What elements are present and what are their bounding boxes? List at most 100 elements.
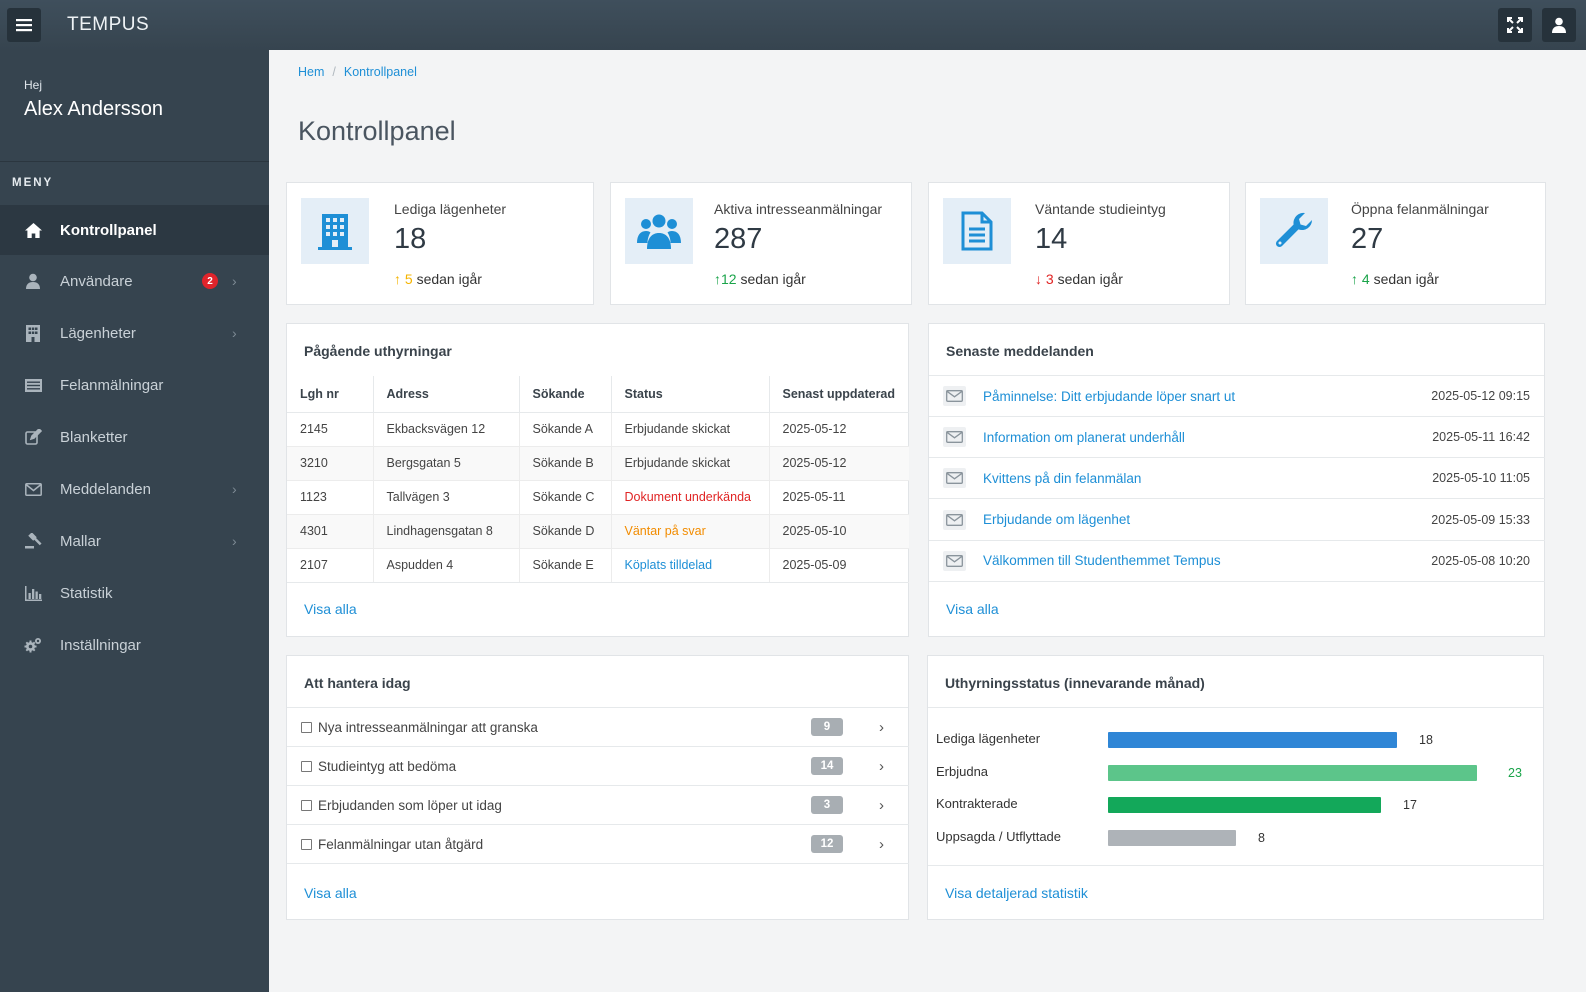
table-row[interactable]: 2145 Ekbacksvägen 12 Sökande A Erbjudande s… bbox=[287, 412, 909, 447]
sidebar-item-mallar[interactable]: Mallar › bbox=[0, 515, 269, 567]
app-brand[interactable]: TEMPUS bbox=[67, 14, 150, 35]
todo-row[interactable]: Nya intresseanmälningar att granska 9 › bbox=[287, 708, 909, 747]
table-row[interactable]: 2107 Aspudden 4 Sökande E Köplats tilldelad… bbox=[287, 548, 909, 583]
sidebar-item-felanmalningar[interactable]: Felanmälningar bbox=[0, 359, 269, 411]
chevron-right-icon: › bbox=[232, 325, 237, 341]
todo-row[interactable]: Studieintyg att bedöma 14 › bbox=[287, 747, 909, 786]
message-row[interactable]: Information om planerat underhåll 2025-05… bbox=[929, 417, 1545, 459]
building-icon bbox=[24, 324, 42, 342]
stat-label: Aktiva intresseanmälningar bbox=[714, 201, 883, 217]
envelope-icon bbox=[943, 427, 966, 448]
stat-card-lediga[interactable]: Lediga lägenheter 18 ↑ 5 sedan igår bbox=[286, 182, 594, 305]
user-icon bbox=[1552, 17, 1566, 33]
divider bbox=[287, 707, 908, 708]
envelope-icon bbox=[24, 480, 42, 498]
trend-value: 4 bbox=[1361, 271, 1370, 287]
wrench-icon bbox=[1260, 198, 1328, 264]
chevron-right-icon: › bbox=[232, 481, 237, 497]
sidebar-item-statistik[interactable]: Statistik bbox=[0, 567, 269, 619]
table-cell-applicant: Sökande B bbox=[519, 446, 612, 481]
chevron-right-icon: › bbox=[232, 533, 237, 549]
table-cell-status: Dokument underkända bbox=[611, 480, 770, 515]
todo-text: Felanmälningar utan åtgärd bbox=[318, 836, 484, 852]
sidebar-item-blanketter[interactable]: Blanketter bbox=[0, 411, 269, 463]
divider bbox=[287, 582, 908, 583]
fullscreen-button[interactable] bbox=[1498, 8, 1532, 42]
message-row[interactable]: Välkommen till Studenthemmet Tempus 2025-… bbox=[929, 541, 1545, 582]
menu-toggle-button[interactable] bbox=[7, 8, 41, 42]
table-cell-applicant: Sökande A bbox=[519, 412, 612, 447]
chart-value-label: 17 bbox=[1403, 798, 1417, 812]
message-subject-link[interactable]: Information om planerat underhåll bbox=[983, 429, 1185, 445]
message-subject-link[interactable]: Välkommen till Studenthemmet Tempus bbox=[983, 553, 1221, 569]
message-subject-link[interactable]: Kvittens på din felanmälan bbox=[983, 470, 1142, 486]
chevron-right-icon[interactable]: › bbox=[879, 757, 884, 775]
sidebar-item-kontrollpanel[interactable]: Kontrollpanel bbox=[0, 205, 269, 255]
stat-card-felanmalningar[interactable]: Öppna felanmälningar 27 ↑ 4 sedan igår bbox=[1245, 182, 1546, 305]
stat-card-intresseanmalningar[interactable]: Aktiva intresseanmälningar 287 ↑12 sedan… bbox=[610, 182, 912, 305]
message-row[interactable]: Påminnelse: Ditt erbjudande löper snart … bbox=[929, 376, 1545, 417]
message-date: 2025-05-08 10:20 bbox=[1431, 553, 1530, 568]
message-date: 2025-05-11 16:42 bbox=[1432, 430, 1530, 445]
table-row[interactable]: 1123 Tallvägen 3 Sökande C Dokument underkä… bbox=[287, 480, 909, 515]
sidebar-item-label: Kontrollpanel bbox=[60, 221, 157, 239]
todo-checkbox[interactable] bbox=[301, 760, 312, 772]
todo-row[interactable]: Felanmälningar utan åtgärd 12 › bbox=[287, 825, 909, 864]
stat-trend: ↑12 sedan igår bbox=[714, 271, 806, 287]
column-header[interactable]: Adress bbox=[373, 376, 520, 413]
envelope-icon bbox=[943, 509, 966, 530]
stat-label: Lediga lägenheter bbox=[394, 201, 507, 217]
chevron-right-icon: › bbox=[232, 273, 237, 289]
sidebar-item-meddelanden[interactable]: Meddelanden › bbox=[0, 463, 269, 515]
message-subject-link[interactable]: Påminnelse: Ditt erbjudande löper snart … bbox=[983, 388, 1236, 404]
sidebar-item-installningar[interactable]: Inställningar bbox=[0, 619, 269, 671]
todo-checkbox[interactable] bbox=[301, 838, 312, 850]
view-detailed-statistics-link[interactable]: Visa detaljerad statistik bbox=[945, 885, 1088, 901]
table-cell-applicant: Sökande E bbox=[519, 548, 612, 583]
divider bbox=[928, 707, 1543, 708]
breadcrumb-home[interactable]: Hem bbox=[298, 65, 325, 79]
document-icon bbox=[943, 198, 1011, 264]
stat-value: 14 bbox=[1035, 223, 1068, 255]
table-cell-updated: 2025-05-12 bbox=[769, 412, 909, 447]
view-all-messages-link[interactable]: Visa alla bbox=[946, 601, 999, 617]
greeting-text: Hej bbox=[24, 78, 43, 92]
sidebar-item-label: Användare bbox=[60, 272, 133, 290]
chart-category-label: Lediga lägenheter bbox=[936, 731, 1041, 746]
sidebar-item-lagenheter[interactable]: Lägenheter › bbox=[0, 307, 269, 359]
todo-checkbox[interactable] bbox=[301, 721, 312, 733]
todo-text: Nya intresseanmälningar att granska bbox=[318, 719, 538, 735]
stat-label: Öppna felanmälningar bbox=[1351, 201, 1489, 217]
chevron-right-icon[interactable]: › bbox=[879, 835, 884, 853]
breadcrumb-current[interactable]: Kontrollpanel bbox=[343, 65, 417, 79]
chart-value-label: 8 bbox=[1258, 830, 1265, 845]
messages-panel: Senaste meddelanden Påminnelse: Ditt erb… bbox=[928, 323, 1545, 637]
message-subject-link[interactable]: Erbjudande om lägenhet bbox=[983, 512, 1131, 528]
hamburger-icon bbox=[16, 19, 32, 32]
chart-bar bbox=[1108, 829, 1236, 846]
stat-card-studieintyg[interactable]: Väntande studieintyg 14 ↓ 3 sedan igår bbox=[928, 182, 1230, 305]
sidebar-item-anvandare[interactable]: Användare 2 › bbox=[0, 255, 269, 307]
table-row[interactable]: 3210 Bergsgatan 5 Sökande B Erbjudande skic… bbox=[287, 446, 909, 481]
breadcrumb: Hem / Kontrollpanel bbox=[298, 65, 417, 79]
trend-value: 5 bbox=[404, 271, 413, 287]
todo-count-badge: 12 bbox=[811, 835, 843, 853]
message-row[interactable]: Erbjudande om lägenhet 2025-05-09 15:33 bbox=[929, 500, 1545, 541]
todo-row[interactable]: Erbjudanden som löper ut idag 3 › bbox=[287, 786, 909, 825]
column-header[interactable]: Senast uppdaterad bbox=[769, 376, 909, 413]
column-header[interactable]: Status bbox=[611, 376, 770, 413]
rentals-panel: Pågående uthyrningar Lgh nr Adress Sökan… bbox=[286, 323, 909, 637]
column-header[interactable]: Sökande bbox=[519, 376, 612, 413]
table-cell-status: Erbjudande skickat bbox=[611, 446, 770, 481]
message-row[interactable]: Kvittens på din felanmälan 2025-05-10 11:… bbox=[929, 458, 1545, 500]
table-row[interactable]: 4301 Lindhagensgatan 8 Sökande D Väntar på … bbox=[287, 514, 909, 549]
sidebar-item-label: Meddelanden bbox=[60, 480, 151, 498]
chevron-right-icon[interactable]: › bbox=[879, 718, 884, 736]
column-header[interactable]: Lgh nr bbox=[287, 376, 374, 413]
view-all-todo-link[interactable]: Visa alla bbox=[304, 885, 357, 901]
todo-checkbox[interactable] bbox=[301, 799, 312, 811]
chart-category-label: Uppsagda / Utflyttade bbox=[936, 828, 1062, 844]
chevron-right-icon[interactable]: › bbox=[879, 796, 884, 814]
view-all-rentals-link[interactable]: Visa alla bbox=[304, 601, 357, 617]
user-menu-button[interactable] bbox=[1542, 8, 1576, 42]
